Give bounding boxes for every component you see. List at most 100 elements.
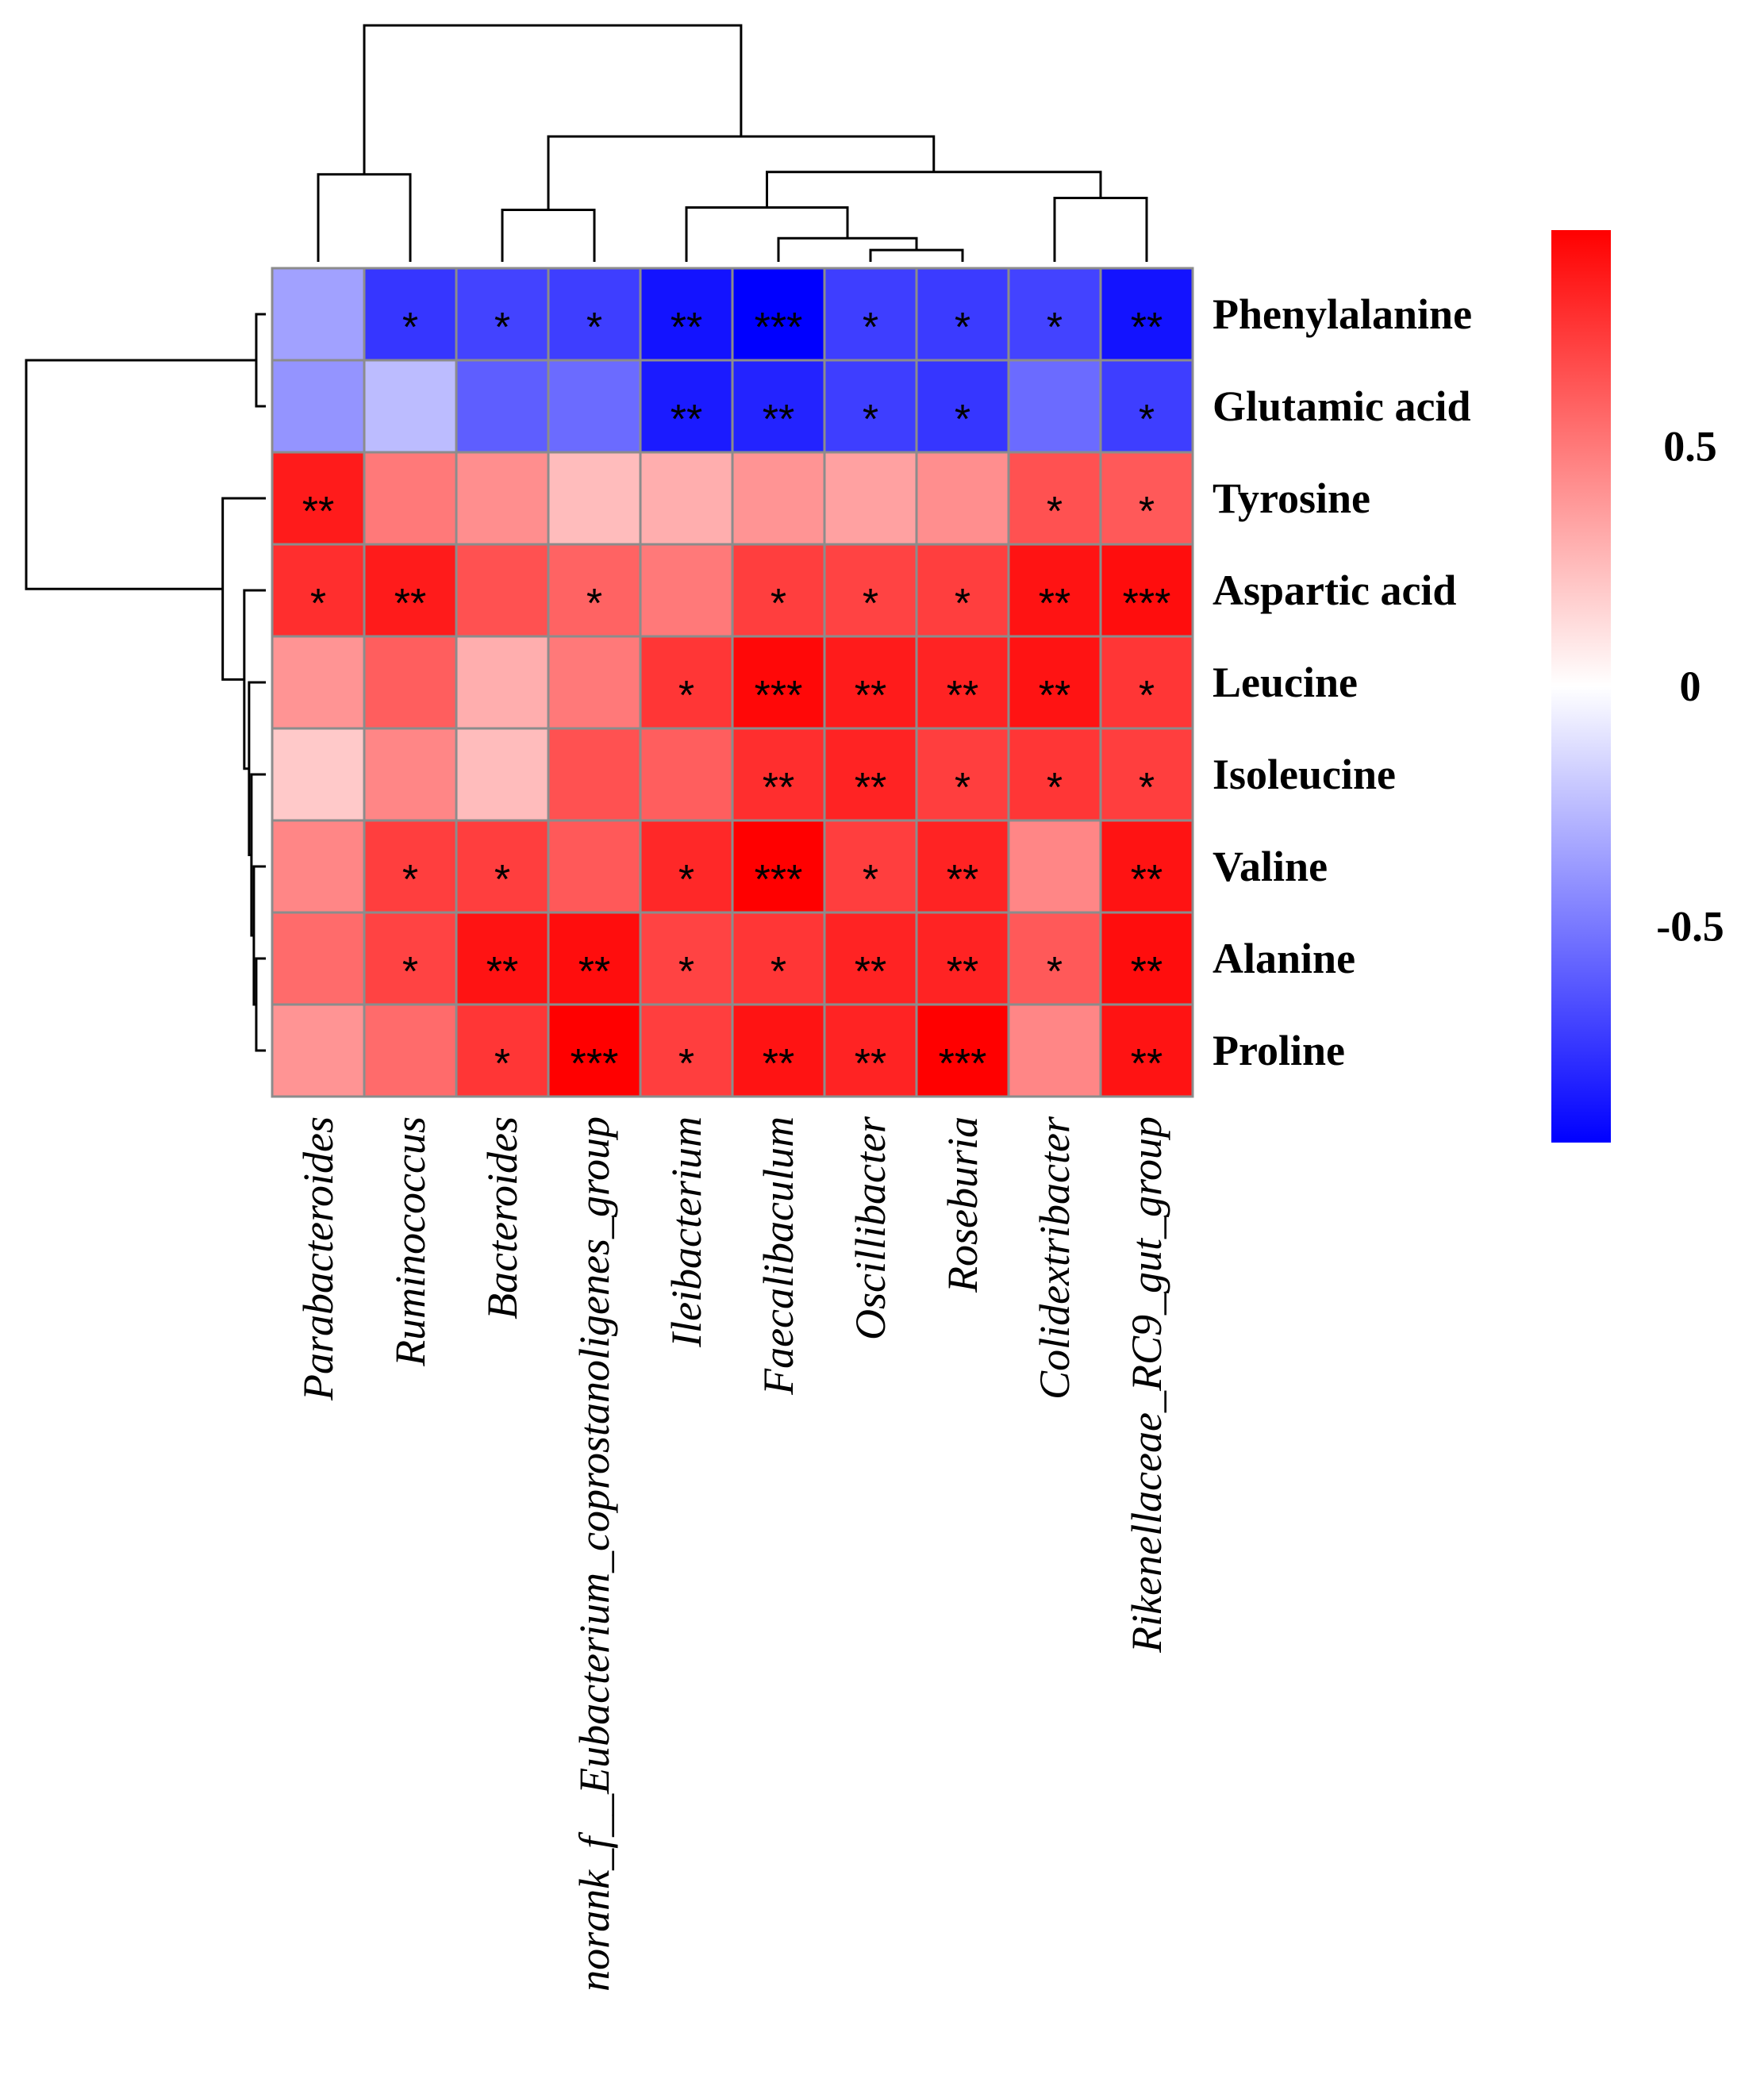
significance-star: ** — [1039, 581, 1070, 627]
heatmap-cell — [1099, 451, 1194, 546]
significance-star: * — [494, 305, 510, 351]
significance-star: * — [586, 305, 602, 351]
heatmap-cell — [1099, 267, 1194, 362]
significance-markers: * * * ** *** * * * **** ** * * *** * ** ** * * * * ** **** ***… — [302, 305, 1171, 1087]
significance-star: ** — [1131, 1041, 1163, 1087]
heatmap-cell — [363, 727, 458, 822]
heatmap-cell — [1007, 635, 1102, 730]
heatmap-cell — [915, 451, 1010, 546]
significance-star: * — [678, 673, 694, 719]
heatmap-cell — [455, 727, 550, 822]
significance-star: * — [586, 581, 602, 627]
significance-star: * — [402, 305, 418, 351]
heatmap-cell — [639, 543, 734, 638]
colorbar-tick-label: 0 — [1680, 663, 1701, 710]
heatmap-cell — [915, 819, 1010, 914]
heatmap-cell — [731, 1003, 826, 1098]
significance-star: ** — [1131, 305, 1163, 351]
heatmap-cell — [1099, 911, 1194, 1006]
column-label: Oscillibacter — [847, 1116, 894, 1340]
significance-star: ** — [486, 949, 518, 995]
dendrogram-branch — [317, 173, 412, 262]
significance-star: * — [955, 397, 970, 443]
significance-star: * — [678, 949, 694, 995]
row-label: Leucine — [1213, 659, 1358, 706]
heatmap-cell — [271, 819, 366, 914]
significance-star: *** — [755, 305, 803, 351]
row-label: Valine — [1213, 843, 1328, 890]
significance-star: * — [402, 857, 418, 903]
significance-star: ** — [763, 1041, 794, 1087]
row-labels: Phenylalanine Glutamic acid Tyrosine Aspart… — [1213, 290, 1472, 1074]
heatmap-cell — [731, 819, 826, 914]
significance-star: * — [955, 305, 970, 351]
significance-star: * — [863, 305, 878, 351]
heatmap-cell — [731, 267, 826, 362]
dendrogram-branch — [501, 208, 596, 262]
significance-star: ** — [763, 765, 794, 811]
significance-star: ** — [947, 949, 978, 995]
dendrogram-branch — [685, 206, 849, 262]
significance-star: ** — [947, 857, 978, 903]
significance-star: ** — [855, 765, 886, 811]
significance-star: * — [494, 1041, 510, 1087]
heatmap-cell — [915, 911, 1010, 1006]
heatmap-cell — [823, 543, 918, 638]
significance-star: * — [1047, 765, 1063, 811]
significance-star: ** — [1039, 673, 1070, 719]
row-label: Glutamic acid — [1213, 382, 1470, 430]
significance-star: * — [1139, 397, 1155, 443]
heatmap-cell — [547, 1003, 642, 1098]
heatmap-cell — [455, 451, 550, 546]
colorbar-tick-label: -0.5 — [1656, 903, 1724, 951]
heatmap-cell — [271, 451, 366, 546]
dendrogram-branch — [363, 24, 743, 175]
heatmap-cell — [1007, 1003, 1102, 1098]
heatmap-cell — [823, 819, 918, 914]
dendrogram-branch — [243, 589, 266, 770]
dendrogram-branch — [869, 248, 964, 262]
significance-star: * — [863, 581, 878, 627]
heatmap-cell — [639, 451, 734, 546]
column-label: Rikenellaceae_RC9_gut_group — [1123, 1116, 1170, 1654]
significance-star: ** — [855, 949, 886, 995]
heatmap-cell — [1007, 543, 1102, 638]
column-label: Faecalibaculum — [755, 1116, 802, 1396]
significance-star: * — [863, 397, 878, 443]
heatmap-cell — [363, 267, 458, 362]
heatmap-cell — [639, 635, 734, 730]
row-label: Phenylalanine — [1213, 290, 1472, 338]
heatmap-cell — [1007, 359, 1102, 454]
heatmap-cell — [823, 635, 918, 730]
heatmap-cell — [363, 819, 458, 914]
significance-star: *** — [571, 1041, 619, 1087]
row-label: Aspartic acid — [1213, 567, 1456, 614]
significance-star: ** — [1131, 857, 1163, 903]
heatmap-cell — [455, 267, 550, 362]
heatmap-cell — [271, 267, 366, 362]
significance-star: ** — [855, 673, 886, 719]
heatmap-cell — [363, 1003, 458, 1098]
significance-star: * — [494, 857, 510, 903]
significance-star: *** — [1123, 581, 1171, 627]
heatmap-cell — [547, 451, 642, 546]
significance-star: * — [1139, 489, 1155, 535]
heatmap-cell — [1099, 819, 1194, 914]
significance-star: ** — [855, 1041, 886, 1087]
heatmap-cell — [731, 359, 826, 454]
significance-star: * — [771, 949, 786, 995]
heatmap-cell — [455, 359, 550, 454]
significance-star: ** — [671, 397, 702, 443]
significance-star: * — [402, 949, 418, 995]
heatmap-cell — [271, 1003, 366, 1098]
heatmap-cell — [547, 911, 642, 1006]
heatmap-cell — [271, 911, 366, 1006]
dendrogram-branch — [255, 957, 266, 1052]
significance-star: ** — [394, 581, 426, 627]
heatmap-cell — [1007, 727, 1102, 822]
significance-star: *** — [755, 857, 803, 903]
heatmap-cell — [363, 543, 458, 638]
heatmap-cells — [271, 267, 1194, 1098]
significance-star: ** — [947, 673, 978, 719]
